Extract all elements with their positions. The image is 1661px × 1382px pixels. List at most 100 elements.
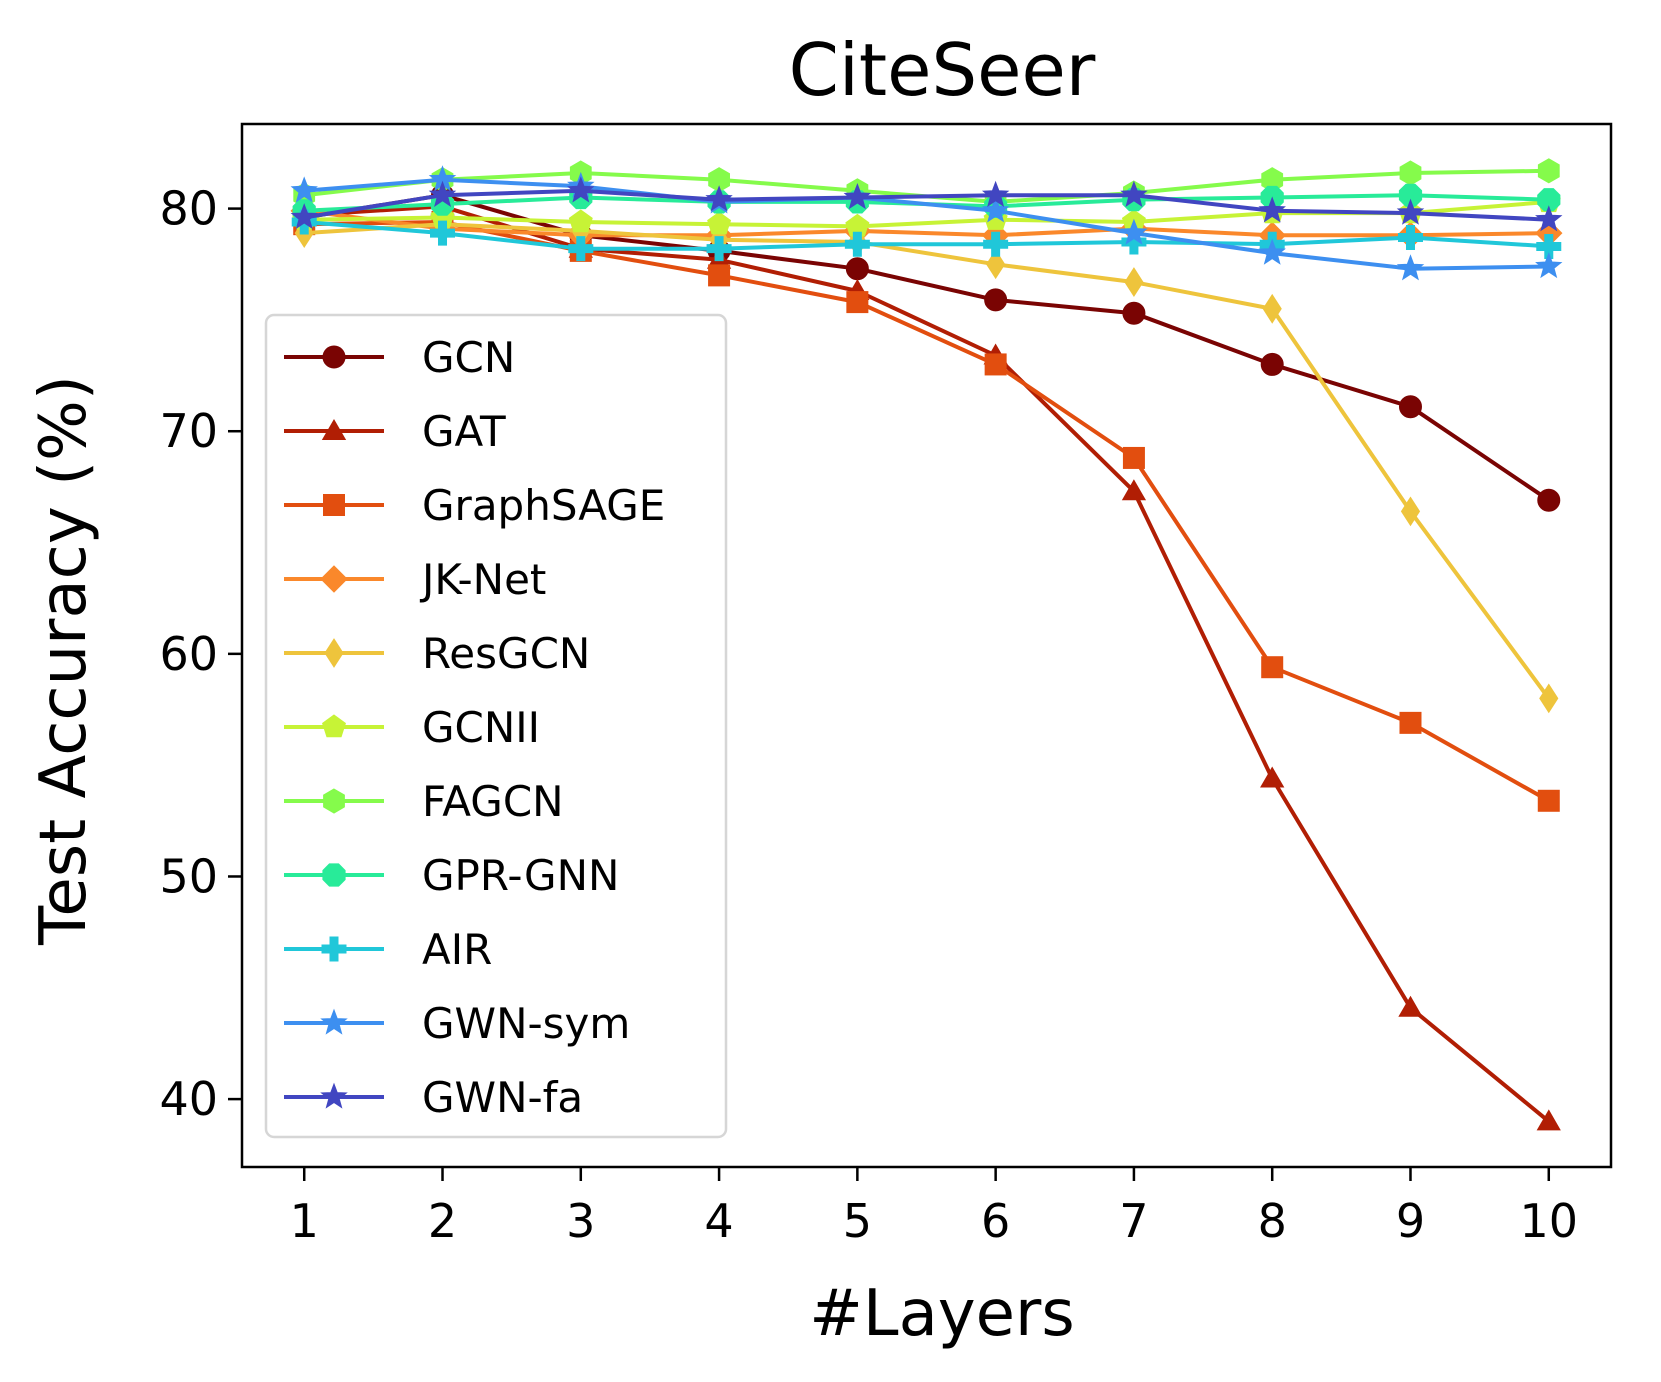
air-point xyxy=(983,231,1009,257)
x-tick-label: 3 xyxy=(566,1194,595,1248)
fagcn-point xyxy=(1399,160,1422,186)
resgcn-point xyxy=(1124,267,1144,297)
gwn-fa-point xyxy=(705,185,733,212)
gwn-sym-point xyxy=(1535,252,1563,279)
y-tick-label: 60 xyxy=(159,627,218,681)
legend-label: AIR xyxy=(422,925,492,974)
gcnii-point xyxy=(568,209,593,233)
gwn-sym-point xyxy=(981,196,1010,223)
graphsage-line xyxy=(304,220,1550,803)
gwn-sym-point xyxy=(1258,238,1286,265)
graphsage-point xyxy=(846,291,869,314)
y-tick-label: 50 xyxy=(159,849,218,903)
plot-frame xyxy=(240,122,1613,1169)
air-point xyxy=(706,236,732,262)
x-tick-label: 1 xyxy=(290,1194,319,1248)
legend-swatch-marker xyxy=(324,638,344,668)
gwn-fa-line xyxy=(303,188,1549,222)
axis-ticks: 1 2 3 4 5 6 7 8 9 10 40 50 60 70 80 xyxy=(159,182,1578,1248)
legend-label: GraphSAGE xyxy=(422,481,665,530)
legend-item-graphsage: GraphSAGE xyxy=(284,481,665,530)
legend-label: GWN-fa xyxy=(422,1073,583,1122)
gcn-point xyxy=(1260,352,1284,376)
gcn-point xyxy=(1122,301,1146,325)
legend: GCN GAT GraphSAGE JK-Net ResGCN GCNII FAGCN GPR… xyxy=(264,313,728,1139)
resgcn-point xyxy=(1262,293,1282,324)
air-point xyxy=(568,236,594,262)
gcn-line xyxy=(303,193,1550,502)
graphsage-point xyxy=(1399,711,1422,734)
legend-swatch-marker xyxy=(323,788,345,814)
x-tick-label: 9 xyxy=(1396,1194,1425,1248)
air-point xyxy=(1536,233,1562,259)
legend-swatch-marker xyxy=(322,714,346,738)
legend-item-gpr-gnn: GPR-GNN xyxy=(284,851,619,900)
legend-item-gwn-sym: GWN-sym xyxy=(284,999,630,1048)
legend-swatch-marker xyxy=(322,863,346,887)
air-point xyxy=(844,231,870,257)
legend-swatch-marker xyxy=(322,345,346,369)
y-tick-label: 40 xyxy=(159,1072,218,1126)
gwn-fa-point xyxy=(843,183,872,210)
gcn-point xyxy=(1537,488,1561,512)
gwn-fa-point xyxy=(1396,198,1425,225)
gwn-sym-point xyxy=(1396,254,1425,281)
gat-point xyxy=(1121,479,1147,501)
legend-label: FAGCN xyxy=(422,777,564,826)
y-tick-label: 80 xyxy=(159,182,218,236)
gwn-fa-point xyxy=(981,180,1010,207)
graphsage-point xyxy=(708,264,731,287)
legend-label: GAT xyxy=(422,407,506,456)
x-axis-label: #Layers xyxy=(809,1277,1074,1351)
legend-swatch-marker xyxy=(321,419,347,440)
legend-label: ResGCN xyxy=(422,629,590,678)
data-series xyxy=(290,158,1563,1131)
jk-net-line xyxy=(303,208,1549,238)
legend-label: GPR-GNN xyxy=(422,851,619,900)
air-line xyxy=(304,220,1549,251)
gwn-sym-line xyxy=(304,177,1549,271)
gcnii-point xyxy=(707,211,732,235)
legend-box xyxy=(264,313,728,1139)
resgcn-point xyxy=(1539,683,1559,714)
graphsage-point xyxy=(1537,789,1560,812)
x-tick-label: 4 xyxy=(704,1194,733,1248)
gwn-fa-point xyxy=(1258,196,1286,223)
air-point xyxy=(1397,225,1423,251)
x-tick-label: 6 xyxy=(981,1194,1010,1248)
gat-point xyxy=(1398,995,1423,1017)
x-tick-label: 7 xyxy=(1119,1194,1148,1248)
resgcn-line xyxy=(304,222,1551,700)
graphsage-point xyxy=(1122,446,1145,469)
graphsage-point xyxy=(984,353,1007,376)
gwn-fa-point xyxy=(1120,180,1148,207)
gat-point xyxy=(1536,1109,1561,1131)
gwn-sym-point xyxy=(290,176,318,203)
air-point xyxy=(430,220,456,246)
x-tick-label: 8 xyxy=(1258,1194,1287,1248)
chart-title: CiteSeer xyxy=(789,28,1096,112)
legend-item-gcn: GCN xyxy=(284,333,515,382)
legend-item-fagcn: FAGCN xyxy=(284,777,564,826)
legend-item-gat: GAT xyxy=(284,407,506,456)
fagcn-point xyxy=(1537,158,1560,184)
gwn-fa-point xyxy=(1535,205,1563,232)
gat-point xyxy=(1260,766,1285,788)
legend-swatch-marker xyxy=(320,1082,348,1109)
series-gwn-sym xyxy=(290,165,1563,281)
legend-label: JK-Net xyxy=(419,555,546,604)
gcn-point xyxy=(845,257,869,281)
legend-label: GCNII xyxy=(422,703,540,752)
legend-label: GWN-sym xyxy=(422,999,630,1048)
y-axis-label: Test Accuracy (%) xyxy=(27,375,101,946)
graphsage-point xyxy=(1261,656,1284,679)
gwn-sym-point xyxy=(1120,218,1148,245)
legend-swatch-marker xyxy=(321,936,347,962)
legend-swatch-marker xyxy=(320,1008,348,1035)
resgcn-point xyxy=(986,249,1006,280)
legend-swatch-marker xyxy=(320,565,348,593)
gwn-fa-point xyxy=(567,176,595,203)
gcn-point xyxy=(1398,395,1422,419)
legend-swatch-marker xyxy=(323,494,345,516)
